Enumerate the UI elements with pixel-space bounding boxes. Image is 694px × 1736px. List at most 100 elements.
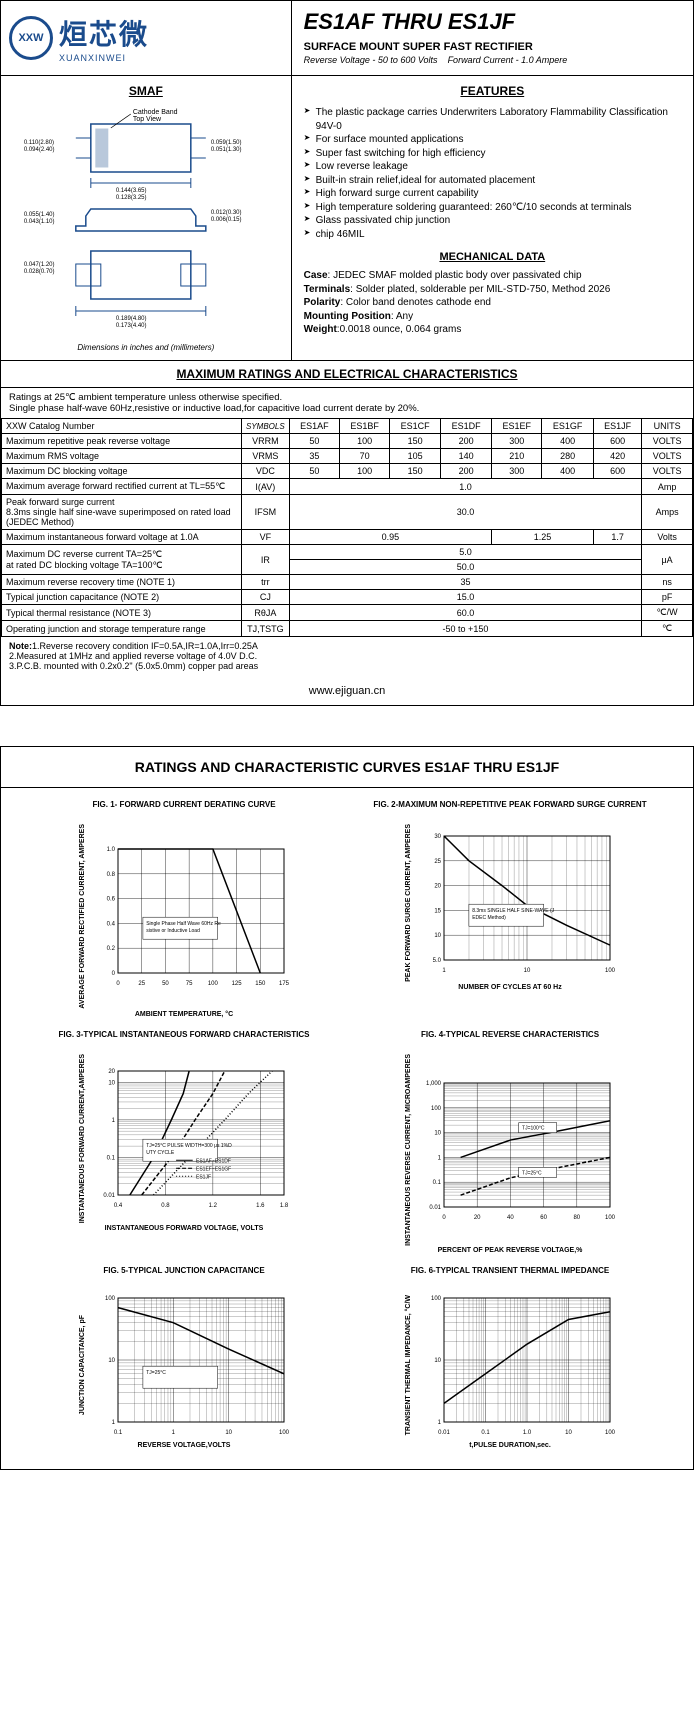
svg-text:ES1EF~ES1GF: ES1EF~ES1GF (196, 1166, 231, 1172)
svg-text:0.110(2.80)0.094(2.40): 0.110(2.80)0.094(2.40) (24, 140, 55, 153)
header-row: 烜芯微 XUANXINWEI ES1AF THRU ES1JF SURFACE … (1, 1, 693, 76)
svg-text:TJ=25°C: TJ=25°C (522, 1170, 542, 1176)
smaf-title: SMAF (9, 84, 283, 98)
chart-3-title: FIG. 3-TYPICAL INSTANTANEOUS FORWARD CHA… (59, 1030, 310, 1050)
svg-text:80: 80 (573, 1215, 580, 1221)
svg-text:0.8: 0.8 (106, 872, 115, 878)
chart-2-title: FIG. 2-MAXIMUM NON-REPETITIVE PEAK FORWA… (373, 800, 646, 820)
chart-3-svg: 0.40.81.21.61.80.010.111020TJ=25°C PULSE… (90, 1063, 290, 1213)
svg-text:1.2: 1.2 (208, 1203, 217, 1209)
svg-text:10: 10 (225, 1430, 232, 1436)
smaf-column: SMAF Cathode BandTop View 0.110(2.80)0.0… (1, 76, 292, 360)
chart-5-xlabel: REVERSE VOLTAGE,VOLTS (138, 1442, 231, 1449)
svg-text:1.8: 1.8 (279, 1203, 288, 1209)
svg-text:0.01: 0.01 (438, 1430, 450, 1436)
ratings-table: XXW Catalog NumberSYMBOLSES1AFES1BFES1CF… (1, 418, 693, 637)
chart-4-svg: 0204060801000.010.11101001,000TJ=100°CTJ… (416, 1075, 616, 1225)
ratings-title: MAXIMUM RATINGS AND ELECTRICAL CHARACTER… (1, 361, 693, 388)
svg-text:100: 100 (104, 1296, 115, 1302)
charts-grid: FIG. 1- FORWARD CURRENT DERATING CURVE A… (1, 788, 693, 1469)
chart-3-xlabel: INSTANTANEOUS FORWARD VOLTAGE, VOLTS (105, 1225, 264, 1232)
svg-text:10: 10 (434, 1358, 441, 1364)
svg-text:0.189(4.80)0.173(4.40): 0.189(4.80)0.173(4.40) (116, 316, 147, 329)
svg-text:0.1: 0.1 (113, 1430, 122, 1436)
chart-4-title: FIG. 4-TYPICAL REVERSE CHARACTERISTICS (421, 1030, 599, 1050)
svg-text:50: 50 (162, 981, 169, 987)
svg-text:100: 100 (604, 1430, 615, 1436)
chart-3: FIG. 3-TYPICAL INSTANTANEOUS FORWARD CHA… (31, 1030, 337, 1255)
svg-text:0.1: 0.1 (481, 1430, 490, 1436)
mechanical-title: MECHANICAL DATA (304, 251, 681, 263)
svg-text:100: 100 (430, 1105, 441, 1111)
mechanical-data: Case: JEDEC SMAF molded plastic body ove… (304, 269, 681, 337)
svg-text:5.0: 5.0 (432, 958, 441, 964)
feature-item: High temperature soldering guaranteed: 2… (304, 201, 681, 215)
svg-text:75: 75 (185, 981, 192, 987)
svg-text:TJ=25°C: TJ=25°C (146, 1371, 166, 1377)
svg-text:ES1AF~ES1DF: ES1AF~ES1DF (196, 1158, 231, 1164)
svg-text:10: 10 (434, 933, 441, 939)
svg-text:0.4: 0.4 (113, 1203, 122, 1209)
svg-text:125: 125 (231, 981, 242, 987)
specs-line: Reverse Voltage - 50 to 600 Volts Forwar… (304, 55, 681, 65)
svg-text:10: 10 (108, 1081, 115, 1087)
svg-text:Single Phase Half Wave 60Hz Re: Single Phase Half Wave 60Hz Re (146, 921, 221, 927)
features-column: FEATURES The plastic package carries Und… (292, 76, 693, 360)
chart-1: FIG. 1- FORWARD CURRENT DERATING CURVE A… (31, 800, 337, 1018)
chart-4-xlabel: PERCENT OF PEAK REVERSE VOLTAGE,% (438, 1247, 583, 1254)
package-diagram: Cathode BandTop View 0.110(2.80)0.094(2.… (9, 106, 283, 336)
svg-text:150: 150 (255, 981, 266, 987)
svg-text:30: 30 (434, 834, 441, 840)
svg-text:1.6: 1.6 (256, 1203, 265, 1209)
svg-text:100: 100 (430, 1296, 441, 1302)
svg-text:0.047(1.20)0.028(0.70): 0.047(1.20)0.028(0.70) (24, 262, 55, 275)
svg-text:20: 20 (434, 884, 441, 890)
notes: Note:1.Reverse recovery condition IF=0.5… (1, 637, 693, 675)
svg-text:1: 1 (171, 1430, 175, 1436)
chart-2-xlabel: NUMBER OF CYCLES AT 60 Hz (458, 984, 561, 991)
chart-5-svg: 0.1110100110100TJ=25°C (90, 1290, 290, 1440)
svg-text:10: 10 (434, 1130, 441, 1136)
footer-url: www.ejiguan.cn (1, 675, 693, 705)
svg-text:EDEC Method): EDEC Method) (472, 915, 506, 921)
svg-text:100: 100 (278, 1430, 289, 1436)
svg-text:1: 1 (437, 1420, 441, 1426)
svg-text:UTY CYCLE: UTY CYCLE (146, 1150, 175, 1156)
chart-2: FIG. 2-MAXIMUM NON-REPETITIVE PEAK FORWA… (357, 800, 663, 1018)
feature-item: Built-in strain relief,ideal for automat… (304, 174, 681, 188)
svg-text:0.01: 0.01 (103, 1193, 115, 1199)
svg-text:1,000: 1,000 (425, 1081, 441, 1087)
svg-text:TJ=25°C PULSE WIDTH=300 μs 1%D: TJ=25°C PULSE WIDTH=300 μs 1%D (146, 1143, 232, 1149)
chart-4-ylabel: INSTANTANEOUS REVERSE CURRENT, MICROAMPE… (405, 1054, 412, 1246)
cathode-label: Cathode BandTop View (133, 109, 178, 123)
svg-text:100: 100 (604, 968, 615, 974)
chart-2-ylabel: PEAK FORWARD SURGE CURRENT, AMPERES (405, 824, 412, 982)
svg-text:0.01: 0.01 (429, 1205, 441, 1211)
svg-text:0: 0 (111, 971, 115, 977)
page-1: 烜芯微 XUANXINWEI ES1AF THRU ES1JF SURFACE … (0, 0, 694, 706)
svg-text:0.1: 0.1 (432, 1180, 441, 1186)
svg-text:0.012(0.30)0.006(0.15): 0.012(0.30)0.006(0.15) (211, 210, 242, 223)
svg-text:25: 25 (138, 981, 145, 987)
svg-text:0.1: 0.1 (106, 1156, 115, 1162)
chart-6-xlabel: t,PULSE DURATION,sec. (469, 1442, 551, 1449)
chart-1-svg: 025507510012515017500.20.40.60.81.0Singl… (90, 841, 290, 991)
page-2: RATINGS AND CHARACTERISTIC CURVES ES1AF … (0, 746, 694, 1470)
svg-text:175: 175 (278, 981, 289, 987)
main-title: ES1AF THRU ES1JF (304, 9, 681, 35)
svg-text:100: 100 (604, 1215, 615, 1221)
specs-forward: Forward Current - 1.0 Ampere (448, 55, 568, 65)
logo-icon (9, 16, 53, 60)
chart-6-ylabel: TRANSIENT THERMAL IMPEDANCE, °C/W (405, 1295, 412, 1435)
logo-text: 烜芯微 XUANXINWEI (59, 13, 149, 63)
chart-6: FIG. 6-TYPICAL TRANSIENT THERMAL IMPEDAN… (357, 1266, 663, 1449)
chart-3-ylabel: INSTANTANEOUS FORWARD CURRENT,AMPERES (79, 1054, 86, 1223)
svg-text:0.4: 0.4 (106, 922, 115, 928)
title-cell: ES1AF THRU ES1JF SURFACE MOUNT SUPER FAS… (292, 1, 693, 75)
chart-4: FIG. 4-TYPICAL REVERSE CHARACTERISTICS I… (357, 1030, 663, 1255)
chart-5: FIG. 5-TYPICAL JUNCTION CAPACITANCE JUNC… (31, 1266, 337, 1449)
svg-text:100: 100 (207, 981, 218, 987)
feature-item: Super fast switching for high efficiency (304, 147, 681, 161)
features-list: The plastic package carries Underwriters… (304, 106, 681, 241)
chart-1-title: FIG. 1- FORWARD CURRENT DERATING CURVE (92, 800, 275, 820)
